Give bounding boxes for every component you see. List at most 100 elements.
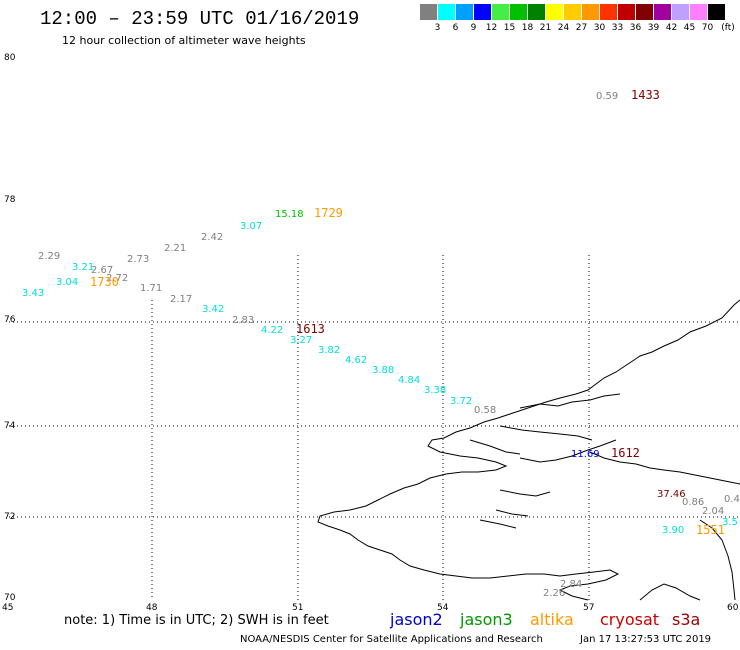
legend-label: 27 (575, 23, 588, 33)
swh-value: 2.73 (127, 254, 149, 265)
swh-value: 0.59 (596, 91, 618, 102)
coastline-fjords (469, 393, 740, 529)
x-tick-label: 51 (292, 603, 303, 613)
y-tick-label: 74 (4, 421, 16, 431)
swh-value: 3.38 (424, 385, 446, 396)
satellite-label-s3a: s3a (672, 610, 701, 629)
credit-line: NOAA/NESDIS Center for Satellite Applica… (240, 634, 543, 645)
satellite-label-cryosat: cryosat (600, 610, 660, 629)
legend-swatch (528, 4, 546, 20)
x-tick-label: 57 (583, 603, 594, 613)
legend-swatch (708, 4, 726, 20)
swh-value: 2.83 (232, 315, 254, 326)
swh-value: 2.42 (201, 232, 223, 243)
swh-value: 3.43 (22, 288, 44, 299)
y-tick-label: 76 (4, 315, 16, 325)
swh-value: 4.62 (345, 355, 367, 366)
legend-swatch (564, 4, 582, 20)
axis-labels: 80 78 76 74 72 70 45 48 51 54 57 60 (2, 53, 739, 613)
pass-time: 1730 (90, 275, 119, 289)
swh-value: 0.86 (682, 497, 704, 508)
legend-swatch (546, 4, 564, 20)
page-subtitle: 12 hour collection of altimeter wave hei… (62, 34, 306, 47)
legend-label: 39 (647, 23, 660, 33)
legend-label: 18 (521, 23, 534, 33)
legend-label: 21 (539, 23, 552, 33)
swh-value: 3.72 (450, 396, 472, 407)
coastline-east (699, 519, 736, 601)
pass-time: 1729 (314, 206, 343, 220)
swh-value: 0.58 (474, 405, 496, 416)
swh-value: 3.82 (318, 345, 340, 356)
swh-value: 3.42 (202, 304, 224, 315)
generation-timestamp: Jan 17 13:27:53 UTC 2019 (580, 634, 712, 645)
swh-value: 2.17 (170, 294, 192, 305)
legend-label: 6 (452, 23, 459, 33)
legend-swatch (438, 4, 456, 20)
legend-swatch (654, 4, 672, 20)
graticule (9, 255, 740, 600)
legend-label: 3 (434, 23, 441, 33)
swh-value: 1.71 (140, 283, 162, 294)
y-tick-label: 70 (4, 593, 16, 603)
satellite-label-jason2: jason2 (390, 610, 443, 629)
legend-label: 36 (629, 23, 642, 33)
swh-value: 3.04 (56, 277, 78, 288)
legend-label: 30 (593, 23, 606, 33)
observation-labels: 0.59 1433 15.18 1729 3.07 2.42 2.21 2.73… (22, 88, 740, 599)
pass-time: 1551 (696, 523, 725, 537)
swh-value: 3.90 (662, 525, 684, 536)
legend-label: 33 (611, 23, 624, 33)
swh-value: 2.84 (560, 579, 582, 590)
swh-value: 2.67 (91, 265, 113, 276)
swh-value: 4.22 (261, 325, 283, 336)
x-tick-label: 45 (2, 603, 13, 613)
swh-value: 3.21 (72, 262, 94, 273)
legend-label: 15 (503, 23, 516, 33)
legend-swatch (690, 4, 708, 20)
pass-time: 1613 (296, 322, 325, 336)
legend-swatch (672, 4, 690, 20)
swh-value: 3.07 (240, 221, 262, 232)
satellite-label-jason3: jason3 (460, 610, 513, 629)
swh-value: 0.4 (724, 494, 740, 505)
legend-label: 45 (683, 23, 696, 33)
swh-value: 3.27 (290, 335, 312, 346)
swh-value: 11.69 (571, 449, 600, 460)
swh-value: 2.72 (106, 273, 128, 284)
y-tick-label: 78 (4, 195, 16, 205)
legend-swatch (618, 4, 636, 20)
footnote: note: 1) Time is in UTC; 2) SWH is in fe… (64, 613, 329, 628)
legend-swatch (456, 4, 474, 20)
legend-swatch (510, 4, 528, 20)
y-tick-label: 72 (4, 512, 15, 522)
coastline-south-island (639, 583, 701, 601)
legend-label: 12 (485, 23, 498, 33)
legend-label: 42 (665, 23, 678, 33)
x-tick-label: 60 (727, 603, 739, 613)
legend-swatch (582, 4, 600, 20)
legend-label: 70 (701, 23, 714, 33)
swh-value: 2.26 (543, 588, 565, 599)
satellite-label-altika: altika (530, 610, 574, 629)
coastline (317, 299, 740, 601)
swh-value: 2.04 (702, 506, 724, 517)
pass-time: 1612 (611, 446, 640, 460)
x-tick-label: 54 (437, 603, 449, 613)
legend-swatch (600, 4, 618, 20)
legend-label: 24 (557, 23, 570, 33)
swh-value: 4.84 (398, 375, 420, 386)
swh-value: 2.29 (38, 251, 60, 262)
swh-value: 3.5 (722, 517, 738, 528)
x-tick-label: 48 (146, 603, 158, 613)
legend-swatch (474, 4, 492, 20)
legend-unit: (ft) (721, 23, 735, 33)
pass-time: 1433 (631, 88, 660, 102)
coastline-main (317, 299, 740, 601)
swh-value: 3.88 (372, 365, 394, 376)
swh-value: 2.21 (164, 243, 186, 254)
y-tick-label: 80 (4, 53, 16, 63)
legend-swatch (492, 4, 510, 20)
swh-value: 37.46 (657, 489, 686, 500)
